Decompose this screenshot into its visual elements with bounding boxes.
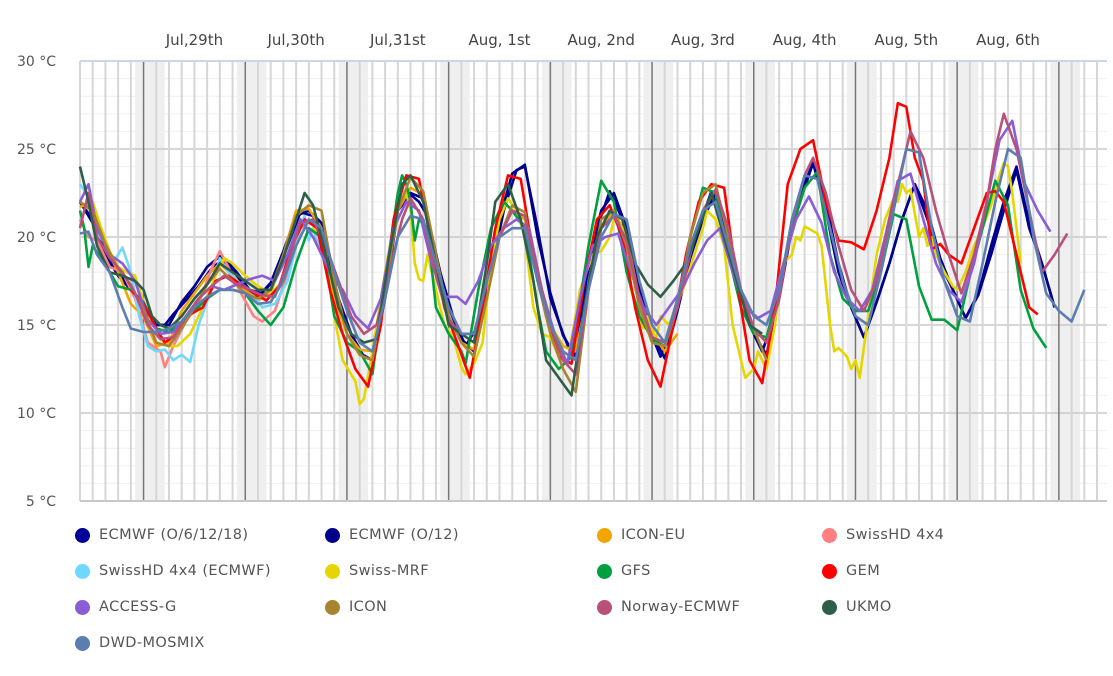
legend-color-dot-icon <box>325 527 340 543</box>
legend-label: Swiss-MRF <box>349 563 429 579</box>
legend-color-dot-icon <box>75 599 90 615</box>
legend-color-dot-icon <box>822 563 837 579</box>
legend-color-dot-icon <box>597 599 612 615</box>
night-band <box>745 61 775 501</box>
legend-item[interactable]: SwissHD 4x4 (ECMWF) <box>75 560 271 582</box>
legend-color-dot-icon <box>597 563 612 579</box>
legend-label: SwissHD 4x4 <box>846 527 945 543</box>
legend-item[interactable]: ICON <box>325 596 387 618</box>
x-day-label: Jul,30th <box>266 31 324 49</box>
y-tick-label: 25 °C <box>17 142 56 158</box>
x-day-label: Aug, 6th <box>976 31 1040 49</box>
legend-item[interactable]: ICON-EU <box>597 524 685 546</box>
night-shading <box>135 61 1081 501</box>
legend-color-dot-icon <box>597 527 612 543</box>
night-band <box>1050 61 1081 501</box>
legend-item[interactable]: Swiss-MRF <box>325 560 429 582</box>
y-tick-label: 5 °C <box>26 494 56 510</box>
legend-label: UKMO <box>846 599 892 615</box>
legend-item[interactable]: ECMWF (O/12) <box>325 524 459 546</box>
legend-label: ICON-EU <box>621 527 686 543</box>
y-axis: 30 °C 25 °C 20 °C 15 °C 10 °C 5 °C <box>17 54 56 510</box>
x-day-label: Aug, 5th <box>874 31 938 49</box>
grid-lines <box>79 60 1107 502</box>
legend-color-dot-icon <box>325 599 340 615</box>
legend-item[interactable]: ACCESS-G <box>75 596 177 618</box>
legend-label: SwissHD 4x4 (ECMWF) <box>99 563 271 579</box>
legend-label: GEM <box>846 563 881 579</box>
legend-item[interactable]: DWD-MOSMIX <box>75 632 205 654</box>
series-lines <box>78 101 1086 406</box>
legend-color-dot-icon <box>822 599 837 615</box>
x-axis: Jul,29th Jul,30th Jul,31st Aug, 1st Aug, 2nd… <box>165 31 1040 49</box>
legend-color-dot-icon <box>75 527 90 543</box>
legend-item[interactable]: UKMO <box>822 596 892 618</box>
series-line-swisshd-4x4 <box>78 218 314 369</box>
x-day-label: Jul,29th <box>165 31 223 49</box>
legend-item[interactable]: Norway-ECMWF <box>597 596 740 618</box>
x-day-label: Aug, 4th <box>773 31 837 49</box>
x-day-label: Aug, 1st <box>468 31 530 49</box>
legend-label: ECMWF (O/6/12/18) <box>99 527 249 543</box>
legend-label: ACCESS-G <box>99 599 177 615</box>
legend-color-dot-icon <box>75 563 90 579</box>
legend-color-dot-icon <box>822 527 837 543</box>
legend-color-dot-icon <box>325 563 340 579</box>
legend-item[interactable]: GFS <box>597 560 651 582</box>
legend-label: Norway-ECMWF <box>621 599 741 615</box>
y-tick-label: 30 °C <box>17 54 56 70</box>
y-tick-label: 15 °C <box>17 318 56 334</box>
night-band <box>440 61 470 501</box>
legend-item[interactable]: ECMWF (O/6/12/18) <box>75 524 248 546</box>
x-day-label: Aug, 2nd <box>568 31 635 49</box>
legend-label: ICON <box>349 599 388 615</box>
legend-color-dot-icon <box>75 635 90 651</box>
night-band <box>643 61 674 501</box>
legend-item[interactable]: SwissHD 4x4 <box>822 524 944 546</box>
legend-label: ECMWF (O/12) <box>349 527 459 543</box>
series-line-ukmo <box>78 166 763 397</box>
legend-item[interactable]: GEM <box>822 560 880 582</box>
series-line-gem <box>129 101 1039 388</box>
y-tick-label: 20 °C <box>17 230 56 246</box>
x-day-label: Jul,31st <box>369 31 426 49</box>
night-band <box>135 61 165 501</box>
series-line-dwd-mosmix <box>79 147 1086 362</box>
y-tick-label: 10 °C <box>17 406 56 422</box>
legend-label: GFS <box>621 563 651 579</box>
night-band <box>948 61 979 501</box>
legend-label: DWD-MOSMIX <box>99 635 205 651</box>
night-band <box>338 61 369 501</box>
x-day-label: Aug, 3rd <box>671 31 735 49</box>
